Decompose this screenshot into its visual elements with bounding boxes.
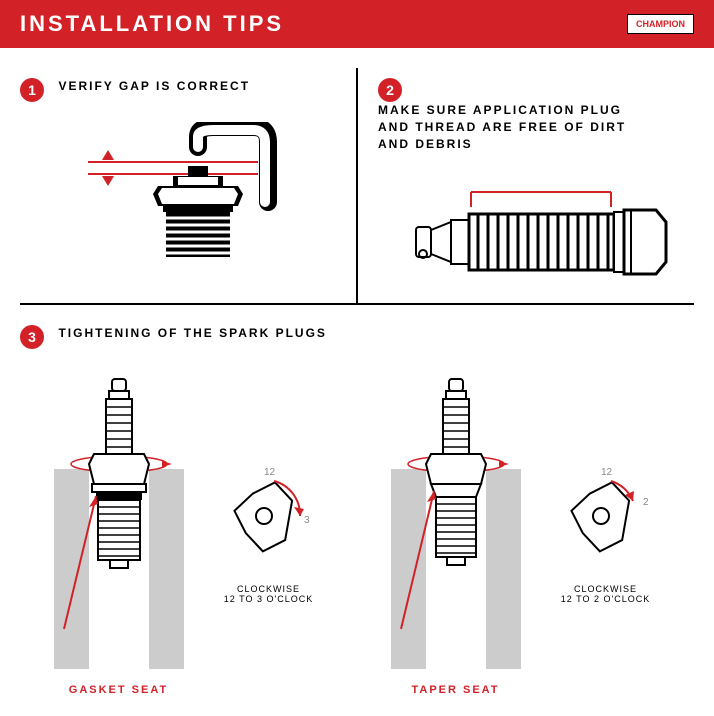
step-2-text: MAKE SURE APPLICATION PLUG AND THREAD AR… <box>378 102 658 152</box>
taper-clock-diagram: 12 2 CLOCKWISE 12 TO 2 O'CLOCK <box>551 461 661 604</box>
gasket-clock-diagram: 12 3 CLOCKWISE 12 TO 3 O'CLOCK <box>214 461 324 604</box>
step-1-panel: 1 VERIFY GAP IS CORRECT <box>0 68 356 303</box>
step-2-panel: 2 MAKE SURE APPLICATION PLUG AND THREAD … <box>358 68 714 303</box>
clock-2-label: 2 <box>643 497 649 508</box>
step-2-diagram <box>378 172 694 302</box>
gasket-seat-label: GASKET SEAT <box>54 684 184 696</box>
gasket-clock-label: CLOCKWISE 12 TO 3 O'CLOCK <box>214 584 324 604</box>
taper-seat-label: TAPER SEAT <box>391 684 521 696</box>
brand-logo: CHAMPION <box>627 14 694 34</box>
page-title: INSTALLATION TIPS <box>20 11 284 37</box>
gasket-plug-diagram: GASKET SEAT <box>54 369 184 696</box>
step-3-badge: 3 <box>20 325 44 349</box>
step-3-panel: 3 TIGHTENING OF THE SPARK PLUGS <box>0 305 714 716</box>
taper-plug-diagram: TAPER SEAT <box>391 369 521 696</box>
gasket-group: GASKET SEAT 12 3 CLOCKWISE 12 TO 3 O'CLO… <box>54 369 324 696</box>
step-1-text: VERIFY GAP IS CORRECT <box>58 78 250 95</box>
step-3-text: TIGHTENING OF THE SPARK PLUGS <box>58 325 326 342</box>
header-bar: INSTALLATION TIPS CHAMPION <box>0 0 714 48</box>
clock-12-label: 12 <box>264 467 276 478</box>
clock-3-label: 3 <box>304 515 310 526</box>
bottom-content: GASKET SEAT 12 3 CLOCKWISE 12 TO 3 O'CLO… <box>20 369 694 696</box>
step-1-badge: 1 <box>20 78 44 102</box>
top-row: 1 VERIFY GAP IS CORRECT <box>0 68 714 303</box>
step-1-diagram <box>20 122 336 282</box>
clock-12-label: 12 <box>601 467 613 478</box>
step-2-badge: 2 <box>378 78 402 102</box>
taper-group: TAPER SEAT 12 2 CLOCKWISE 12 TO 2 O'CLOC… <box>391 369 661 696</box>
taper-clock-label: CLOCKWISE 12 TO 2 O'CLOCK <box>551 584 661 604</box>
